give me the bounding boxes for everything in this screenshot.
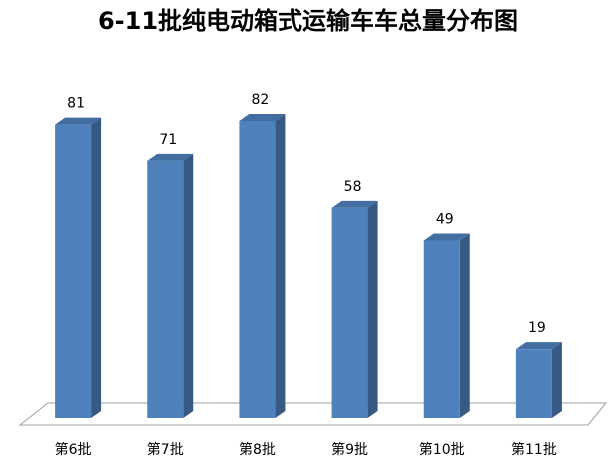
- x-tick-label: 第8批: [239, 441, 276, 458]
- x-tick-label: 第9批: [331, 441, 368, 458]
- bar: [331, 207, 368, 418]
- x-tick-label: 第11批: [511, 441, 557, 458]
- bar-top: [331, 200, 378, 208]
- value-label: 58: [344, 179, 362, 195]
- bar-top: [147, 153, 194, 161]
- bar-side: [275, 113, 286, 418]
- bar-top: [515, 342, 562, 350]
- bar-top: [55, 117, 102, 125]
- value-label: 82: [252, 92, 270, 108]
- bar-side: [551, 342, 562, 418]
- value-label: 19: [528, 320, 546, 336]
- chart-title: 6-11批纯电动箱式运输车车总量分布图: [98, 7, 518, 35]
- bar: [147, 160, 184, 419]
- bar-side: [367, 200, 378, 418]
- bar-side: [459, 233, 470, 418]
- bar-top: [423, 233, 470, 241]
- bar: [239, 120, 276, 418]
- bar: [423, 240, 460, 418]
- value-label: 81: [67, 96, 85, 112]
- x-tick-label: 第10批: [419, 441, 465, 458]
- x-tick-label: 第7批: [147, 441, 184, 458]
- bar: [55, 124, 92, 418]
- value-label: 71: [159, 132, 177, 148]
- x-tick-label: 第6批: [55, 441, 92, 458]
- bar-side: [183, 153, 194, 419]
- bar-top: [239, 113, 286, 121]
- bar-side: [91, 117, 102, 418]
- value-label: 49: [436, 212, 454, 228]
- bar: [515, 349, 552, 418]
